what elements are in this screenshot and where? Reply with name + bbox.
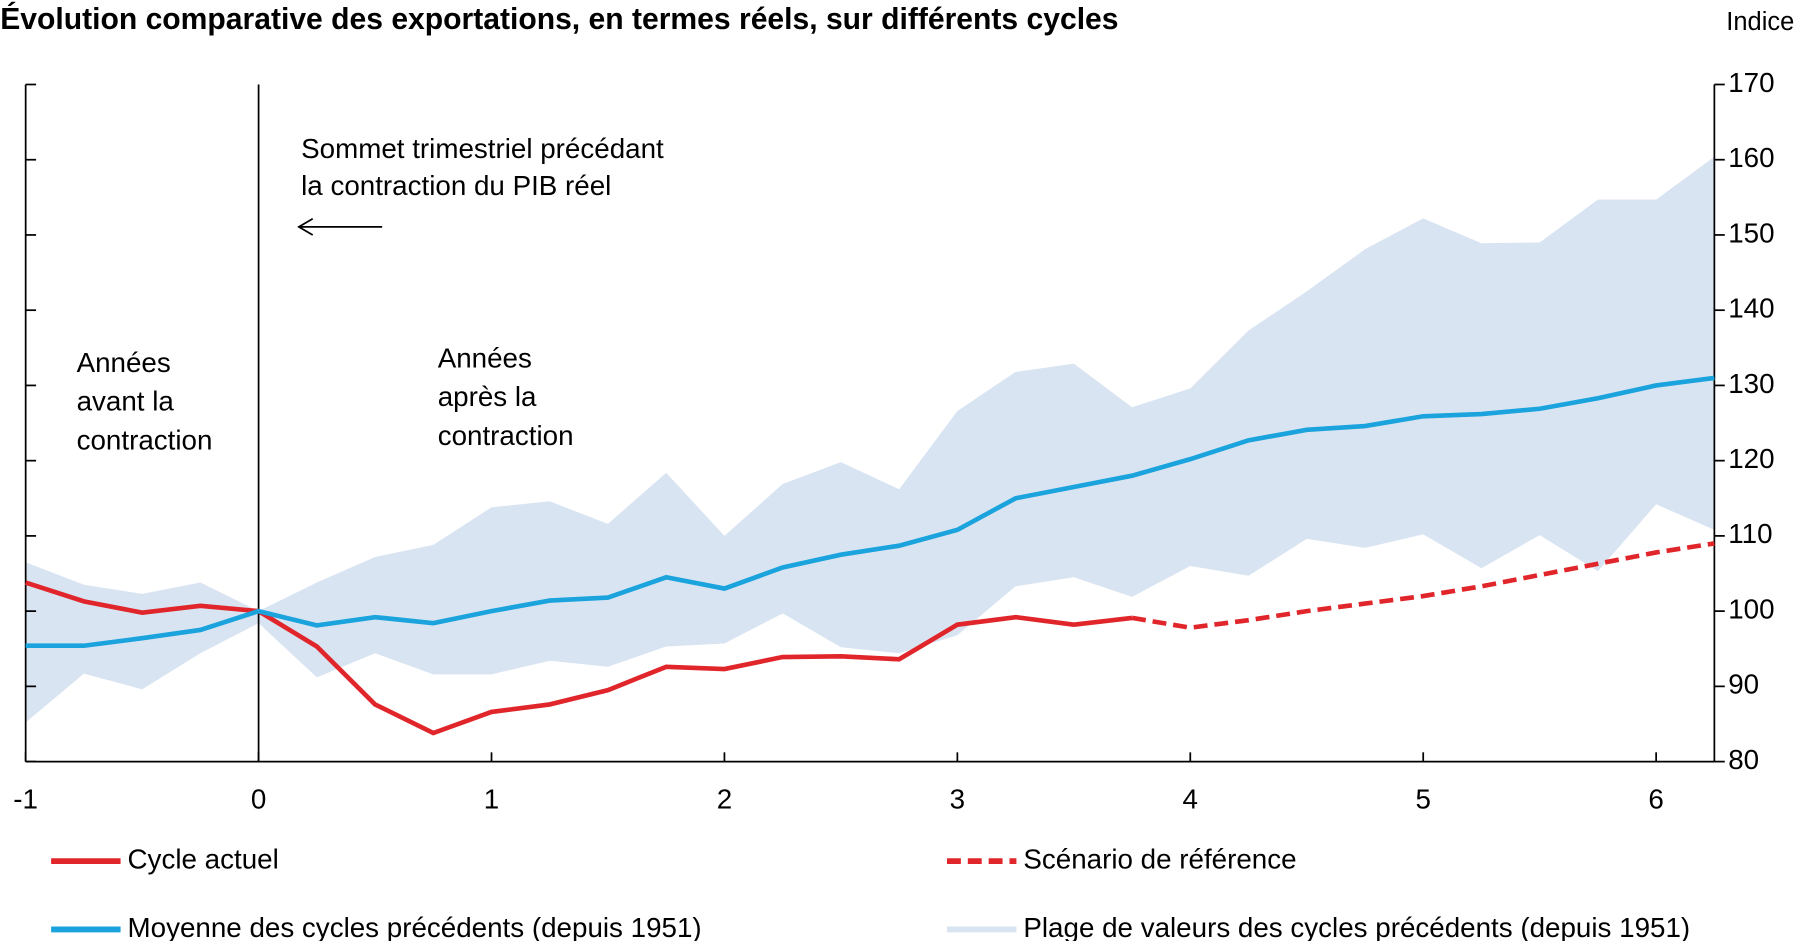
y-tick-label: 120 (1728, 443, 1774, 474)
y-tick-label: 100 (1728, 593, 1774, 624)
x-tick-label: 2 (717, 783, 732, 814)
legend-label: Scénario de référence (1023, 843, 1296, 874)
x-tick-label: 5 (1415, 783, 1430, 814)
y-tick-label: 140 (1728, 293, 1774, 324)
legend-label: Moyenne des cycles précédents (depuis 19… (128, 912, 702, 941)
series-line (24, 580, 1133, 736)
annotation: contraction (438, 420, 574, 451)
y-tick-label: 160 (1728, 142, 1774, 173)
annotation: Années (438, 342, 532, 373)
annotation: contraction (77, 424, 213, 455)
x-tick-label: 3 (950, 783, 965, 814)
x-tick-label: 4 (1183, 783, 1198, 814)
chart-title: Évolution comparative des exportations, … (0, 2, 1118, 36)
y-tick-label: 110 (1728, 518, 1772, 549)
range-band (25, 156, 1715, 723)
legend-label: Plage de valeurs des cycles précédents (… (1023, 912, 1690, 941)
x-tick-label: 1 (484, 783, 499, 814)
annotation: après la (438, 381, 537, 412)
annotation: Années (77, 347, 171, 378)
y-tick-label: 80 (1728, 744, 1759, 775)
x-tick-label: 0 (251, 783, 266, 814)
legend-label: Cycle actuel (128, 843, 279, 874)
y-tick-label: 150 (1728, 217, 1774, 248)
annotation: avant la (77, 386, 175, 417)
series-line (1131, 541, 1715, 631)
annotation-arrow (297, 218, 383, 236)
annotation: Sommet trimestriel précédant (301, 133, 664, 164)
y-tick-label: 130 (1728, 368, 1774, 399)
annotation: la contraction du PIB réel (301, 170, 611, 201)
y-tick-label: 90 (1728, 669, 1759, 700)
y-tick-label: 170 (1728, 67, 1774, 98)
x-tick-label: 6 (1648, 783, 1663, 814)
x-tick-label: -1 (13, 783, 38, 814)
y-axis-label: Indice (1726, 8, 1794, 36)
series-line (25, 375, 1715, 649)
